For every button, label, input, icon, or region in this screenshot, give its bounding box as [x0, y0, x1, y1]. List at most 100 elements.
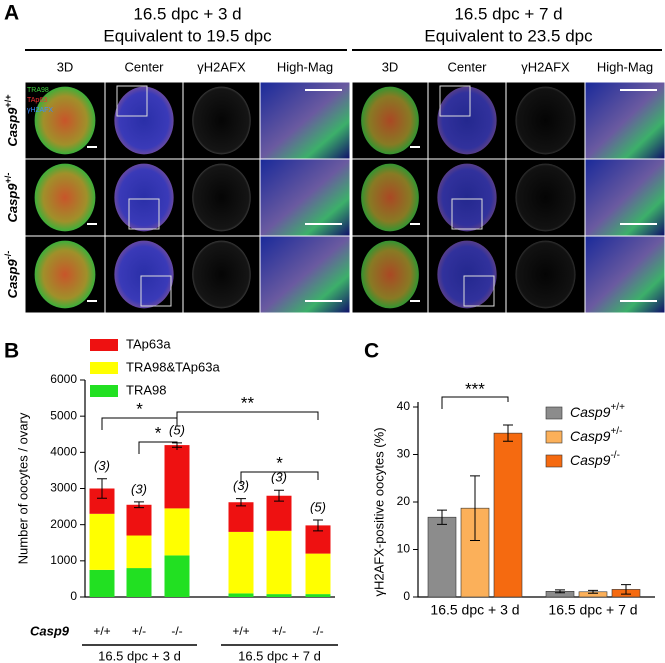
bar-segment [126, 535, 152, 569]
ovary [34, 163, 96, 232]
micrograph [585, 82, 665, 159]
genotype: +/- [610, 426, 622, 437]
y-tick-label: 5000 [50, 408, 77, 422]
genotype: +/+ [610, 402, 625, 413]
bar-segment [89, 569, 115, 597]
column-header: 3D [382, 59, 399, 74]
x-tick-label: -/- [312, 624, 323, 638]
micrograph [260, 159, 350, 236]
error-bar [134, 501, 144, 509]
group-label: 16.5 dpc + 3 d [98, 648, 181, 663]
bar-segment [228, 531, 254, 594]
error-bar [621, 584, 631, 595]
significance-label: * [276, 453, 283, 472]
x-tick-label: +/+ [232, 624, 249, 638]
bar-segment [126, 568, 152, 597]
bar-segment [89, 513, 115, 570]
y-tick-label: 0 [403, 589, 410, 603]
group-title: 16.5 dpc + 3 d [133, 4, 241, 23]
x-tick-label: 16.5 dpc + 3 d [430, 602, 519, 618]
x-tick-label: +/+ [93, 624, 110, 638]
y-tick-label: 2000 [50, 517, 77, 531]
legend-swatch [545, 454, 563, 468]
ovary [192, 240, 251, 309]
ovary [114, 240, 174, 309]
ovary [34, 86, 96, 155]
y-tick-label: 4000 [50, 445, 77, 459]
legend-label: Casp9+/- [570, 426, 622, 444]
y-tick-label: 6000 [50, 372, 77, 386]
gene-name: Casp9 [5, 107, 20, 147]
y-tick-label: 3000 [50, 481, 77, 495]
y-tick-label: 20 [397, 494, 411, 508]
significance-bracket [101, 417, 178, 430]
legend-swatch [545, 430, 563, 444]
n-label: (3) [271, 470, 287, 485]
column-header: γH2AFX [521, 59, 570, 74]
y-tick-label: 30 [397, 447, 411, 461]
axis [84, 380, 335, 598]
bar-segment [228, 593, 254, 597]
column-header: Center [447, 59, 487, 74]
column-header: γH2AFX [197, 59, 246, 74]
bar [460, 507, 490, 598]
legend-label: TRA98 [126, 382, 166, 397]
gene-name: Casp9 [570, 404, 611, 420]
n-label: (5) [169, 422, 185, 437]
legend-swatch [90, 339, 118, 351]
n-label: (3) [233, 478, 249, 493]
group-label: 16.5 dpc + 7 d [238, 648, 321, 663]
legend-label: Casp9-/- [570, 450, 620, 468]
ovary [114, 163, 174, 232]
error-bar [236, 498, 246, 507]
column-header: Center [124, 59, 164, 74]
significance-label: ** [241, 393, 255, 412]
legend-label: TAp63a [126, 336, 171, 351]
genotype: -/- [610, 450, 619, 461]
x-tick-label: +/- [272, 624, 286, 638]
column-header: 3D [57, 59, 74, 74]
genotype-label: Casp9+/+ [3, 94, 20, 146]
bar-segment [266, 530, 292, 595]
ovary [437, 163, 497, 232]
micrograph [260, 236, 350, 313]
genotype-label: Casp9-/- [3, 251, 20, 299]
y-tick-label: 1000 [50, 553, 77, 567]
zoom-box [463, 275, 495, 307]
gene-name: Casp9 [570, 428, 611, 444]
significance-bracket [138, 441, 178, 454]
significance-label: * [136, 399, 143, 418]
zoom-box [439, 85, 471, 117]
group-title: 16.5 dpc + 7 d [454, 4, 562, 23]
gene-name: Casp9 [570, 452, 611, 468]
ovary [361, 163, 419, 232]
ovary [34, 240, 96, 309]
bar-segment [266, 594, 292, 597]
bar-segment [126, 504, 152, 536]
group-subtitle: Equivalent to 19.5 dpc [103, 26, 272, 45]
genotype: -/- [3, 251, 13, 260]
ovary [114, 86, 174, 155]
micrograph [585, 159, 665, 236]
x-tick-label: -/- [171, 624, 182, 638]
error-bar [274, 489, 284, 502]
ovary [192, 86, 251, 155]
bar-segment [164, 508, 190, 556]
ovary [361, 86, 419, 155]
panel-label: C [364, 340, 379, 363]
zoom-box [451, 198, 483, 230]
error-bar [503, 424, 513, 442]
genotype: +/+ [3, 94, 13, 107]
legend-swatch [90, 385, 118, 397]
legend-swatch [90, 362, 118, 374]
n-label: (5) [310, 499, 326, 514]
x-axis-label: Casp9 [30, 623, 70, 638]
x-tick-label: +/- [132, 624, 146, 638]
bar-segment [164, 445, 190, 509]
channel-label: TAp63 [27, 97, 47, 104]
ovary [515, 86, 576, 155]
significance-label: * [155, 423, 162, 442]
x-tick-label: 16.5 dpc + 7 d [548, 602, 637, 618]
genotype: +/- [3, 173, 13, 184]
